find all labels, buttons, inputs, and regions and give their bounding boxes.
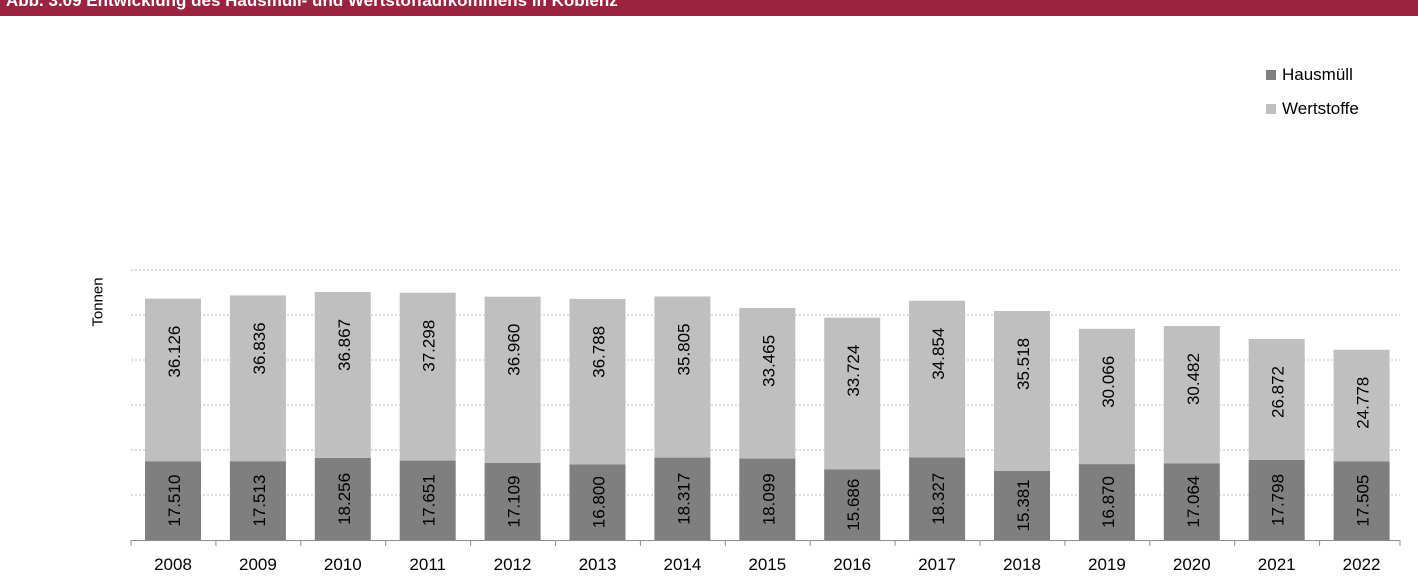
bar-hausmuell-2010 xyxy=(314,457,371,540)
data-label-wertstoffe-2016: 33.724 xyxy=(844,345,863,397)
bar-hausmuell-2020 xyxy=(1163,463,1220,540)
bar-hausmuell-2015 xyxy=(739,458,796,540)
x-tick-label-2009: 2009 xyxy=(239,555,277,574)
data-label-hausmuell-2017: 18.327 xyxy=(929,473,948,525)
x-tick-label-2016: 2016 xyxy=(833,555,871,574)
data-label-hausmuell-2022: 17.505 xyxy=(1354,475,1373,527)
data-label-hausmuell-2016: 15.686 xyxy=(844,479,863,531)
legend-label-wertstoffe: Wertstoffe xyxy=(1282,99,1359,118)
data-label-hausmuell-2020: 17.064 xyxy=(1184,476,1203,528)
bar-wertstoffe-2020 xyxy=(1163,326,1220,464)
bar-wertstoffe-2015 xyxy=(739,307,796,459)
bar-hausmuell-2016 xyxy=(824,469,881,540)
data-label-hausmuell-2015: 18.099 xyxy=(759,473,778,525)
bar-wertstoffe-2016 xyxy=(824,317,881,470)
bar-hausmuell-2018 xyxy=(994,470,1050,540)
figure-title: Abb. 3.09 Entwicklung des Hausmüll- und … xyxy=(6,0,618,10)
x-tick-label-2020: 2020 xyxy=(1173,555,1211,574)
bar-hausmuell-2022 xyxy=(1333,461,1390,540)
x-tick-label-2017: 2017 xyxy=(918,555,956,574)
x-tick-label-2014: 2014 xyxy=(663,555,701,574)
x-tick-label-2019: 2019 xyxy=(1088,555,1126,574)
data-label-wertstoffe-2012: 36.960 xyxy=(505,324,524,376)
bar-wertstoffe-2018 xyxy=(994,310,1050,471)
bar-hausmuell-2009 xyxy=(229,461,286,540)
data-label-wertstoffe-2018: 35.518 xyxy=(1014,338,1033,390)
bar-wertstoffe-2011 xyxy=(399,292,456,461)
data-label-hausmuell-2009: 17.513 xyxy=(250,475,269,527)
data-label-wertstoffe-2017: 34.854 xyxy=(929,328,948,380)
bar-hausmuell-2013 xyxy=(569,464,626,540)
data-label-wertstoffe-2011: 37.298 xyxy=(420,320,439,372)
x-tick-label-2013: 2013 xyxy=(579,555,617,574)
data-label-hausmuell-2021: 17.798 xyxy=(1269,474,1288,526)
x-tick-label-2018: 2018 xyxy=(1003,555,1041,574)
data-label-wertstoffe-2021: 26.872 xyxy=(1269,366,1288,418)
data-label-wertstoffe-2015: 33.465 xyxy=(759,335,778,387)
bar-hausmuell-2011 xyxy=(399,460,456,540)
chart-legend: Hausmüll Wertstoffe xyxy=(1266,64,1359,132)
data-label-hausmuell-2019: 16.870 xyxy=(1099,476,1118,528)
y-axis-label: Tonnen xyxy=(89,277,107,327)
data-label-wertstoffe-2014: 35.805 xyxy=(674,323,693,375)
data-label-wertstoffe-2009: 36.836 xyxy=(250,322,269,374)
x-tick-label-2021: 2021 xyxy=(1258,555,1296,574)
bar-hausmuell-2012 xyxy=(484,463,541,540)
x-tick-label-2008: 2008 xyxy=(154,555,192,574)
legend-item-wertstoffe: Wertstoffe xyxy=(1266,98,1359,132)
data-label-wertstoffe-2022: 24.778 xyxy=(1354,377,1373,429)
bar-wertstoffe-2010 xyxy=(314,291,371,458)
legend-item-hausmuell: Hausmüll xyxy=(1266,64,1359,98)
bar-hausmuell-2014 xyxy=(654,457,711,540)
bar-wertstoffe-2019 xyxy=(1078,328,1135,465)
figure-header-bar: Abb. 3.09 Entwicklung des Hausmüll- und … xyxy=(0,0,1418,16)
bar-wertstoffe-2012 xyxy=(484,296,541,464)
data-label-hausmuell-2011: 17.651 xyxy=(420,474,439,526)
bar-hausmuell-2019 xyxy=(1078,464,1135,540)
data-label-hausmuell-2012: 17.109 xyxy=(505,476,524,528)
data-label-wertstoffe-2013: 36.788 xyxy=(590,326,609,378)
data-label-hausmuell-2010: 18.256 xyxy=(335,473,354,525)
bar-wertstoffe-2008 xyxy=(145,298,201,462)
x-tick-label-2022: 2022 xyxy=(1343,555,1381,574)
bar-wertstoffe-2013 xyxy=(569,298,626,465)
data-label-wertstoffe-2020: 30.482 xyxy=(1184,353,1203,405)
x-tick-label-2011: 2011 xyxy=(409,555,446,574)
legend-swatch-wertstoffe xyxy=(1266,104,1276,114)
x-tick-label-2010: 2010 xyxy=(324,555,362,574)
bar-hausmuell-2017 xyxy=(909,457,966,540)
data-label-hausmuell-2014: 18.317 xyxy=(674,473,693,525)
data-label-wertstoffe-2019: 30.066 xyxy=(1099,356,1118,408)
bar-wertstoffe-2021 xyxy=(1248,338,1305,460)
data-label-wertstoffe-2010: 36.867 xyxy=(335,319,354,371)
legend-label-hausmuell: Hausmüll xyxy=(1282,65,1353,84)
bar-wertstoffe-2009 xyxy=(229,295,286,462)
bar-wertstoffe-2017 xyxy=(909,300,966,458)
x-tick-label-2015: 2015 xyxy=(748,555,786,574)
bar-hausmuell-2008 xyxy=(145,461,201,540)
data-label-hausmuell-2008: 17.510 xyxy=(165,475,184,527)
data-label-hausmuell-2013: 16.800 xyxy=(590,476,609,528)
x-tick-label-2012: 2012 xyxy=(494,555,532,574)
bar-wertstoffe-2022 xyxy=(1333,349,1390,462)
bar-wertstoffe-2014 xyxy=(654,296,711,458)
data-label-wertstoffe-2008: 36.126 xyxy=(165,326,184,378)
data-label-hausmuell-2018: 15.381 xyxy=(1014,479,1033,531)
legend-swatch-hausmuell xyxy=(1266,70,1276,80)
bar-hausmuell-2021 xyxy=(1248,459,1305,540)
